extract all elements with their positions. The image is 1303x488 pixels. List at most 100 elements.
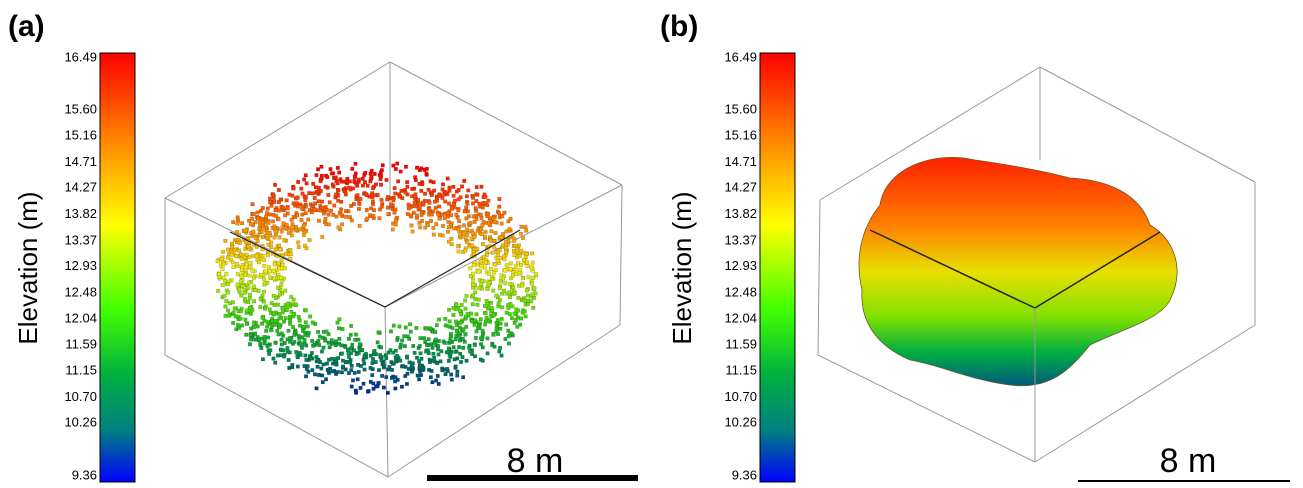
point — [300, 346, 304, 350]
point — [469, 267, 473, 271]
point — [228, 314, 232, 318]
point — [481, 206, 485, 210]
point — [428, 360, 432, 364]
point — [504, 240, 508, 244]
point — [301, 207, 305, 211]
point — [434, 338, 438, 342]
point — [226, 291, 230, 295]
point — [277, 267, 281, 271]
point — [479, 318, 483, 322]
colorbar-tick-label: 16.49 — [724, 49, 757, 64]
point — [506, 303, 510, 307]
point — [430, 213, 434, 217]
point — [226, 256, 230, 259]
point — [313, 196, 317, 200]
point — [332, 213, 336, 217]
point — [492, 314, 496, 318]
point — [372, 208, 376, 212]
point — [336, 370, 340, 374]
point — [423, 192, 427, 196]
point — [431, 346, 435, 350]
point — [508, 295, 512, 299]
point — [265, 325, 269, 329]
point — [270, 319, 274, 323]
point — [472, 247, 476, 251]
point — [520, 225, 524, 229]
point — [493, 220, 497, 224]
point — [447, 202, 451, 206]
point — [465, 228, 469, 232]
point — [245, 333, 249, 337]
point — [472, 215, 476, 219]
point — [249, 265, 253, 269]
point — [252, 326, 256, 330]
point — [455, 213, 459, 217]
point — [401, 364, 405, 368]
point — [320, 165, 324, 169]
point — [287, 329, 291, 333]
point — [317, 219, 321, 223]
point — [529, 300, 533, 304]
point — [305, 182, 309, 186]
point — [329, 167, 333, 171]
point — [278, 236, 282, 240]
point — [475, 330, 479, 334]
point — [460, 185, 464, 189]
point — [302, 325, 306, 329]
point — [261, 254, 265, 257]
point — [272, 312, 276, 316]
colorbar-tick-label: 15.16 — [724, 127, 757, 142]
point — [298, 228, 302, 232]
point — [330, 172, 334, 176]
point — [459, 360, 463, 364]
colorbar-tick-label: 13.37 — [724, 232, 757, 247]
point — [417, 198, 421, 202]
point — [463, 209, 467, 213]
point — [420, 213, 424, 217]
point — [438, 205, 442, 209]
point — [379, 346, 383, 350]
panel-a: (a) Elevation (m) 8 m 16.4915.6015.1614.… — [8, 10, 638, 482]
point — [274, 209, 278, 213]
point — [424, 350, 428, 354]
point — [361, 184, 365, 188]
point — [354, 162, 358, 166]
point — [487, 272, 491, 276]
point — [415, 214, 419, 218]
point — [292, 313, 296, 317]
point — [471, 272, 475, 276]
point — [239, 317, 243, 321]
point — [339, 208, 343, 212]
point — [249, 261, 253, 265]
point — [345, 360, 349, 364]
point — [225, 272, 229, 276]
point — [519, 263, 523, 267]
point — [273, 225, 277, 229]
point — [237, 249, 241, 253]
point — [516, 309, 520, 313]
point — [376, 193, 380, 197]
point — [273, 236, 277, 240]
point — [389, 330, 393, 334]
point — [440, 349, 444, 353]
point — [466, 202, 470, 206]
point — [457, 188, 461, 192]
point — [365, 208, 369, 212]
point — [381, 164, 385, 168]
point — [420, 167, 424, 171]
point — [334, 343, 338, 347]
point — [244, 229, 248, 233]
point — [424, 340, 428, 344]
point — [330, 342, 334, 346]
point — [324, 378, 328, 382]
point — [232, 311, 236, 315]
point — [453, 358, 457, 362]
point — [282, 222, 286, 226]
point — [449, 352, 453, 356]
point — [472, 263, 476, 267]
point — [344, 215, 348, 219]
point — [308, 238, 312, 242]
point — [454, 366, 458, 370]
point — [311, 192, 315, 196]
point — [484, 304, 488, 308]
